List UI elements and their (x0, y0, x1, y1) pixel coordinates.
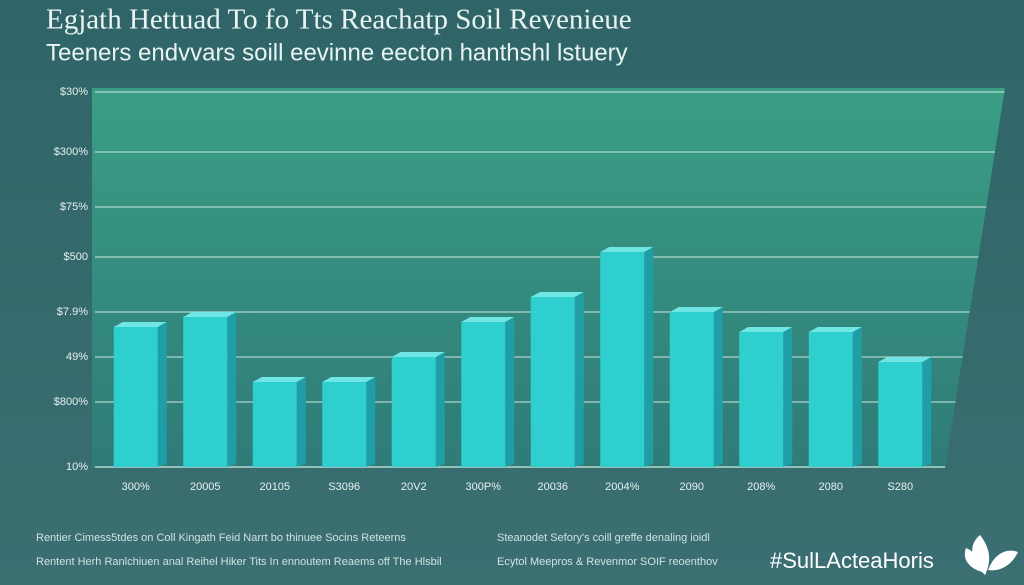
bar (461, 322, 506, 467)
footnote: Steanodet Sefory's coill greffe denaling… (497, 532, 710, 544)
bar-top (878, 357, 932, 362)
chart-subtitle: Teeners endvvars soill eevinne eecton ha… (46, 39, 628, 66)
y-tick-label: 49% (66, 351, 88, 363)
x-tick-label: 20005 (190, 481, 221, 493)
bar-side (157, 322, 167, 467)
leaf-logo (964, 535, 1018, 575)
footnote: Rentier Cimess5tdes on Coll Kingath Feid… (36, 532, 406, 544)
bar-top (739, 327, 793, 332)
bar-side (713, 307, 723, 467)
bar-top (669, 307, 723, 312)
y-tick-label: $7.9% (57, 306, 88, 318)
footnote: Ecytol Meepros & Revenmor SOIF reoenthov (497, 556, 718, 568)
bar-top (322, 377, 376, 382)
x-tick-label: 20036 (537, 481, 568, 493)
bar-top (530, 292, 584, 297)
bar (669, 312, 714, 467)
bar-top (808, 327, 862, 332)
bar (183, 317, 228, 467)
x-tick-label: 2004% (605, 481, 639, 493)
y-tick-label: $75% (60, 201, 88, 213)
y-tick-label: $300% (54, 146, 88, 158)
x-tick-label: S280 (887, 481, 913, 493)
x-tick-label: S3096 (328, 481, 360, 493)
x-tick-label: 208% (747, 481, 775, 493)
bar-side (852, 327, 862, 467)
x-tick-label: 300P% (466, 481, 502, 493)
y-tick-label: $30% (60, 86, 88, 98)
x-tick-label: 2080 (819, 481, 843, 493)
bar (600, 252, 645, 467)
y-tick-label: 10% (66, 461, 88, 473)
bar-side (644, 247, 654, 467)
x-tick-label: 300% (122, 481, 150, 493)
bar-side (574, 292, 584, 467)
bar-top (252, 377, 306, 382)
x-tick-label: 20V2 (401, 481, 427, 493)
bar-side (783, 327, 793, 467)
bar-top (183, 312, 237, 317)
bar (252, 382, 297, 467)
bar (113, 327, 158, 467)
bar-side (296, 377, 306, 467)
bar (391, 357, 436, 467)
bar-top (461, 317, 515, 322)
hashtag: #SulLActeaHoris (770, 548, 934, 573)
bar (530, 297, 575, 467)
x-tick-label: 20105 (259, 481, 290, 493)
bar-side (922, 357, 932, 467)
bar (322, 382, 367, 467)
x-tick-label: 2090 (680, 481, 704, 493)
footnote: Rentent Herh Ranlchiuen anal Reihel Hike… (36, 556, 442, 568)
y-tick-label: $800% (54, 396, 88, 408)
bar-side (227, 312, 237, 467)
bar (878, 362, 923, 467)
bar-side (505, 317, 515, 467)
bar-top (600, 247, 654, 252)
bar (808, 332, 853, 467)
bar-top (391, 352, 445, 357)
bar-side (366, 377, 376, 467)
y-tick-label: $500 (64, 251, 88, 263)
bar (739, 332, 784, 467)
chart-title: Egjath Hettuad To fo Tts Reachatp Soil R… (46, 4, 632, 36)
bar-side (435, 352, 445, 467)
bar-top (113, 322, 167, 327)
